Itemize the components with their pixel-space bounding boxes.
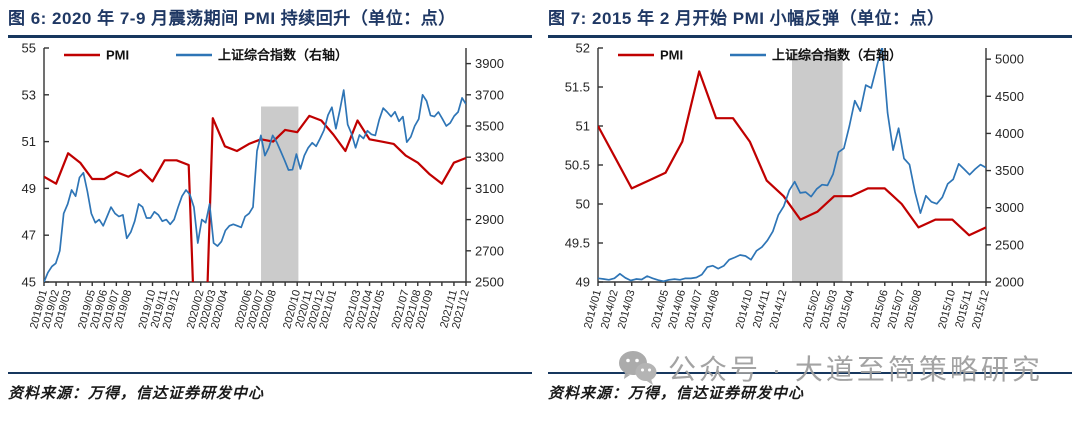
left-axis-label: 51 — [576, 119, 590, 134]
legend-item-pmi: PMI — [618, 48, 683, 63]
right-axis-label: 3500 — [475, 119, 504, 134]
figure-6-title-rule — [8, 35, 532, 38]
figure-7-title-rule — [548, 35, 1072, 38]
right-axis-label: 5000 — [995, 52, 1024, 67]
series-pmi-line — [598, 70, 986, 237]
legend-label: PMI — [106, 48, 129, 63]
left-axis-label: 52 — [576, 41, 590, 56]
figure-6-footer-rule — [8, 372, 532, 374]
figure-6-title: 图 6: 2020 年 7-9 月震荡期间 PMI 持续回升（单位：点） — [8, 9, 456, 28]
right-axis-label: 4500 — [995, 89, 1024, 104]
left-axis-label: 50 — [576, 197, 590, 212]
right-axis-label: 3100 — [475, 181, 504, 196]
panel-figure-7: 图 7: 2015 年 2 月开始 PMI 小幅反弹（单位：点） 49 49.5 5… — [548, 6, 1072, 426]
right-axis-label: 2700 — [475, 243, 504, 258]
figure-7-chart: 49 49.5 50 50.5 51 51.5 52 2000 2500 3000 3500 4000… — [565, 41, 1024, 331]
left-axis-label: 49 — [22, 181, 36, 196]
figure-6-source: 资料来源：万得，信达证券研发中心 — [8, 386, 265, 402]
series-index-line — [44, 89, 466, 282]
left-axis-label: 53 — [22, 87, 36, 102]
right-axis-label: 3900 — [475, 56, 504, 71]
left-axis-label: 50.5 — [565, 158, 590, 173]
figure-6-chart: 45 47 49 51 53 55 2500 2700 2900 3100 3300 3500 3700… — [22, 41, 504, 331]
figure-7-footer-rule — [548, 372, 1072, 374]
right-axis-label: 2500 — [475, 275, 504, 290]
series-index-line — [598, 48, 986, 282]
right-axis-label: 2000 — [995, 275, 1024, 290]
right-axis-label: 3000 — [995, 200, 1024, 215]
right-axis-label: 3300 — [475, 150, 504, 165]
legend-item-index: 上证综合指数（右轴） — [730, 48, 902, 63]
right-axis-label: 3500 — [995, 163, 1024, 178]
left-axis-label: 55 — [22, 41, 36, 56]
left-axis-label: 45 — [22, 275, 36, 290]
left-axis-label: 49.5 — [565, 236, 590, 251]
series-pmi-line — [44, 114, 466, 282]
legend-label: 上证综合指数（右轴） — [218, 48, 348, 63]
legend-label: 上证综合指数（右轴） — [772, 48, 902, 63]
left-axis-label: 51 — [22, 134, 36, 149]
left-axis-label: 51.5 — [565, 80, 590, 95]
highlight-band — [261, 106, 299, 282]
panel-figure-6: 图 6: 2020 年 7-9 月震荡期间 PMI 持续回升（单位：点） 45 4… — [8, 6, 532, 426]
legend-item-index: 上证综合指数（右轴） — [176, 48, 348, 63]
legend-label: PMI — [660, 48, 683, 63]
legend-item-pmi: PMI — [64, 48, 129, 63]
figure-7-source: 资料来源：万得，信达证券研发中心 — [548, 386, 805, 402]
axes — [597, 47, 991, 286]
right-axis-label: 4000 — [995, 126, 1024, 141]
figure-7-title: 图 7: 2015 年 2 月开始 PMI 小幅反弹（单位：点） — [548, 9, 945, 28]
right-axis-label: 2900 — [475, 212, 504, 227]
right-axis-label: 2500 — [995, 237, 1024, 252]
axes — [43, 47, 471, 286]
left-axis-label: 49 — [576, 275, 590, 290]
left-axis-label: 47 — [22, 228, 36, 243]
right-axis-label: 3700 — [475, 87, 504, 102]
